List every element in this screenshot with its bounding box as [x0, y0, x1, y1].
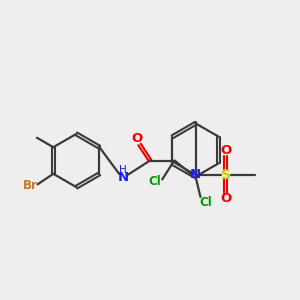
Text: S: S	[221, 167, 231, 182]
Text: O: O	[131, 132, 142, 145]
Text: N: N	[190, 168, 201, 181]
Text: Br: Br	[22, 179, 37, 192]
Text: O: O	[220, 192, 231, 205]
Text: H: H	[119, 165, 127, 175]
Text: Cl: Cl	[199, 196, 212, 209]
Text: Cl: Cl	[149, 175, 161, 188]
Text: O: O	[220, 144, 231, 157]
Text: N: N	[118, 171, 129, 184]
